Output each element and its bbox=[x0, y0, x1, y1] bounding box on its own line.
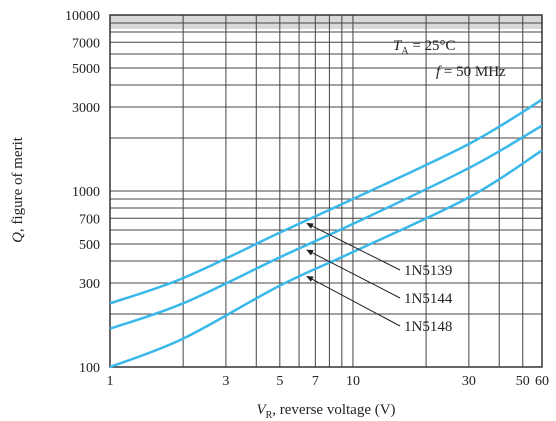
curves bbox=[109, 98, 543, 369]
annotation-temperature: TA = 25°C bbox=[393, 38, 456, 57]
x-tick-label: 50 bbox=[516, 374, 530, 389]
y-tick-label: 100 bbox=[79, 361, 100, 376]
y-tick-label: 300 bbox=[79, 277, 100, 292]
x-tick-label: 60 bbox=[535, 374, 549, 389]
tick-labels: 1 3 5 7 10 30 50 60 100 300 500 700 1000 3000 5000 7000… bbox=[65, 9, 549, 389]
series-leader-1N5139 bbox=[306, 223, 401, 271]
series-leader-1N5148 bbox=[306, 275, 401, 327]
series-line-1N5139 bbox=[109, 98, 543, 305]
x-tick-label: 10 bbox=[346, 374, 360, 389]
x-tick-label: 1 bbox=[107, 374, 114, 389]
grid bbox=[109, 14, 543, 368]
y-tick-label: 700 bbox=[79, 212, 100, 227]
y-tick-label: 5000 bbox=[72, 62, 100, 77]
plot-frame bbox=[109, 14, 543, 368]
y-tick-label: 10000 bbox=[65, 9, 100, 24]
series-line-1N5148 bbox=[109, 149, 543, 369]
y-tick-label: 500 bbox=[79, 238, 100, 253]
series-label-1N5148: 1N5148 bbox=[404, 319, 452, 335]
series-labels: 1N5139 1N5144 1N5148 bbox=[306, 223, 453, 335]
annotation-frequency: f = 50 MHz bbox=[436, 64, 506, 80]
x-axis-title: VR, reverse voltage (V) bbox=[256, 402, 395, 421]
series-line-1N5144 bbox=[109, 124, 543, 330]
x-tick-label: 5 bbox=[276, 374, 283, 389]
y-tick-label: 3000 bbox=[72, 101, 100, 116]
series-leader-1N5144 bbox=[306, 249, 401, 299]
y-tick-label: 1000 bbox=[72, 185, 100, 200]
series-label-1N5144: 1N5144 bbox=[404, 291, 453, 307]
y-tick-label: 7000 bbox=[72, 36, 100, 51]
series-label-1N5139: 1N5139 bbox=[404, 263, 452, 279]
x-tick-label: 30 bbox=[462, 374, 476, 389]
y-axis-title: Q, figure of merit bbox=[10, 136, 26, 243]
x-tick-label: 3 bbox=[222, 374, 229, 389]
top-band bbox=[110, 15, 542, 29]
x-tick-label: 7 bbox=[312, 374, 319, 389]
